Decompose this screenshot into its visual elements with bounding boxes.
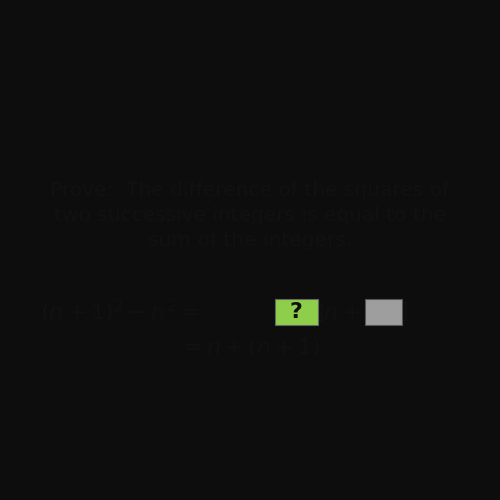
Text: Prove:  The difference of the squares of: Prove: The difference of the squares of [50, 181, 450, 200]
Text: $(n + 1)^2-n^2 = $: $(n + 1)^2-n^2 = $ [40, 298, 199, 326]
Text: $= n + (n + 1)$: $= n + (n + 1)$ [179, 336, 321, 359]
Text: $]n + $: $]n + $ [315, 300, 360, 324]
Text: sum of the integers.: sum of the integers. [148, 231, 352, 250]
FancyBboxPatch shape [275, 298, 318, 326]
Text: ]: ] [400, 302, 408, 322]
Text: two successive integers is equal to the: two successive integers is equal to the [54, 206, 446, 225]
Text: ?: ? [290, 302, 302, 322]
FancyBboxPatch shape [365, 298, 403, 326]
